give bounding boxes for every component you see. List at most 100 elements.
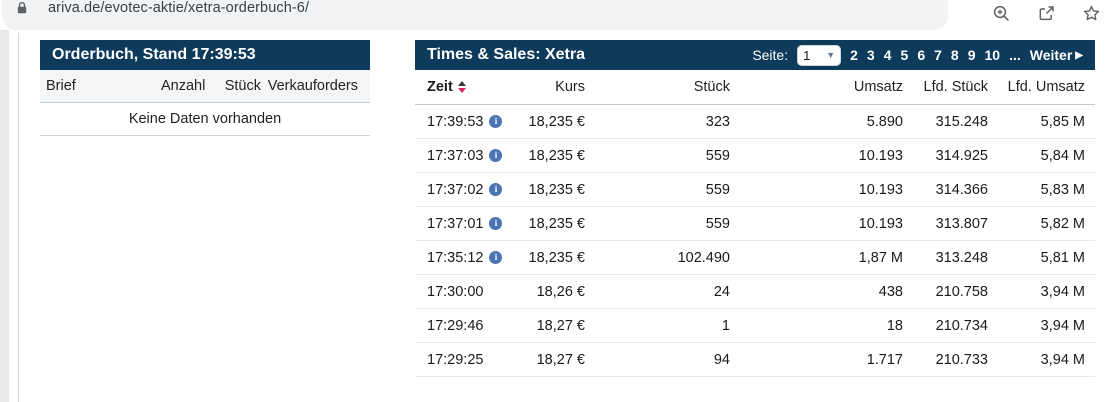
info-icon[interactable]: i — [489, 217, 503, 230]
running-volume: 315.248 — [935, 113, 988, 130]
trade-time-cell: 17:39:53 i — [427, 114, 518, 130]
trade-time-cell: 17:35:12 i — [427, 250, 518, 266]
col-anzahl: Anzahl — [161, 78, 206, 94]
trade-row: 17:29:46 18,27 € 1 18 210.734 3,94 M — [415, 309, 1095, 343]
trade-turnover: 10.193 — [858, 215, 903, 232]
col-kurs: Kurs — [555, 79, 585, 95]
trade-row: 17:39:53 i 18,235 € 323 5.890 315.248 5,85 M — [415, 105, 1095, 139]
share-icon[interactable] — [1037, 4, 1056, 23]
trade-price: 18,235 € — [528, 113, 585, 130]
trade-time: 17:39:53 — [427, 113, 484, 130]
running-turnover: 3,94 M — [1040, 351, 1085, 368]
trade-time: 17:35:12 — [427, 249, 484, 266]
trade-price: 18,235 € — [528, 181, 585, 198]
page-link-5[interactable]: 5 — [900, 47, 909, 63]
trade-time: 17:37:03 — [427, 147, 484, 164]
trade-volume: 559 — [705, 147, 730, 164]
trade-price: 18,235 € — [528, 215, 585, 232]
info-icon[interactable]: i — [489, 115, 503, 128]
trade-row: 17:37:02 i 18,235 € 559 10.193 314.366 5,83 M — [415, 173, 1095, 207]
pagination: Seite: 1 ▼ 2 3 4 5 6 7 8 9 10 ... Weiter ▶ — [752, 44, 1083, 66]
sort-icon — [457, 81, 466, 93]
next-arrow-icon: ▶ — [1075, 49, 1083, 61]
content-left-border — [18, 33, 19, 402]
col-brief: Brief — [46, 78, 76, 94]
running-volume: 210.733 — [935, 351, 988, 368]
info-icon[interactable]: i — [489, 149, 503, 162]
running-turnover: 5,85 M — [1040, 113, 1085, 130]
lock-icon — [17, 2, 27, 14]
info-icon[interactable]: i — [489, 251, 503, 264]
trade-row: 17:35:12 i 18,235 € 102.490 1,87 M 313.248 5,8… — [415, 241, 1095, 275]
bookmark-star-icon[interactable] — [1082, 4, 1101, 23]
orderbook-column-headers: Brief Anzahl Stück Verkauforders — [40, 70, 370, 103]
running-volume: 313.807 — [935, 215, 988, 232]
page-link-3[interactable]: 3 — [866, 47, 875, 63]
running-turnover: 3,94 M — [1040, 283, 1085, 300]
page-link-7[interactable]: 7 — [934, 47, 942, 63]
running-volume: 210.758 — [935, 283, 988, 300]
page-link-10[interactable]: 10 — [984, 47, 1001, 63]
trade-turnover: 10.193 — [858, 181, 903, 198]
trade-price: 18,27 € — [536, 317, 585, 334]
trade-time-cell: 17:37:02 i — [427, 182, 518, 198]
trade-row: 17:37:01 i 18,235 € 559 10.193 313.807 5,82 M — [415, 207, 1095, 241]
col-lfd-stueck: Lfd. Stück — [923, 79, 988, 95]
trade-row: 17:29:25 18,27 € 94 1.717 210.733 3,94 M — [415, 343, 1095, 377]
trade-turnover: 1,87 M — [858, 249, 903, 266]
trade-time-cell: 17:29:25 — [427, 352, 518, 368]
trade-turnover: 438 — [878, 283, 903, 300]
trade-time-cell: 17:29:46 — [427, 318, 518, 334]
running-volume: 313.248 — [935, 249, 988, 266]
trade-time-cell: 17:30:00 — [427, 284, 518, 300]
orderbook-header: Orderbuch, Stand 17:39:53 — [40, 40, 370, 70]
trade-turnover: 5.890 — [866, 113, 903, 130]
web-page: Orderbuch, Stand 17:39:53 Brief Anzahl S… — [0, 30, 1109, 402]
times-sales-title: Times & Sales: Xetra — [427, 46, 586, 63]
trade-volume: 94 — [713, 351, 730, 368]
trade-turnover: 10.193 — [858, 147, 903, 164]
address-bar[interactable]: ariva.de/evotec-aktie/xetra-orderbuch-6/ — [2, 0, 948, 30]
trade-volume: 1 — [721, 317, 730, 334]
trade-price: 18,26 € — [536, 283, 585, 300]
running-volume: 314.925 — [935, 147, 988, 164]
trade-price: 18,235 € — [528, 147, 585, 164]
zoom-in-icon[interactable] — [992, 4, 1011, 23]
browser-chrome: ariva.de/evotec-aktie/xetra-orderbuch-6/ — [0, 0, 1109, 30]
page-select[interactable]: 1 ▼ — [797, 44, 842, 66]
info-icon[interactable]: i — [489, 183, 503, 196]
page-link-4[interactable]: 4 — [883, 47, 892, 63]
pagination-pages: 2 3 4 5 6 7 8 9 10 — [850, 47, 1000, 63]
trade-volume: 559 — [705, 215, 730, 232]
page-link-6[interactable]: 6 — [917, 47, 926, 63]
page-link-9[interactable]: 9 — [967, 47, 976, 63]
running-turnover: 5,83 M — [1040, 181, 1085, 198]
col-zeit-sortable[interactable]: Zeit — [427, 79, 518, 95]
trade-volume: 24 — [713, 283, 730, 300]
col-stueck: Stück — [224, 78, 261, 94]
url-text: ariva.de/evotec-aktie/xetra-orderbuch-6/ — [48, 0, 310, 16]
page-select-value: 1 — [803, 47, 811, 63]
trade-price: 18,27 € — [536, 351, 585, 368]
next-page-link[interactable]: Weiter ▶ — [1030, 47, 1083, 63]
orderbook-empty-message: Keine Daten vorhanden — [40, 103, 370, 136]
trade-time: 17:29:25 — [427, 351, 484, 368]
trade-volume: 323 — [705, 113, 730, 130]
trade-volume: 559 — [705, 181, 730, 198]
page-label: Seite: — [752, 47, 789, 63]
page-link-2[interactable]: 2 — [850, 47, 858, 63]
next-page-label: Weiter — [1029, 47, 1073, 63]
trade-turnover: 1.717 — [866, 351, 903, 368]
trade-time-cell: 17:37:03 i — [427, 148, 518, 164]
trade-time-cell: 17:37:01 i — [427, 216, 518, 232]
running-turnover: 5,82 M — [1040, 215, 1085, 232]
trade-price: 18,235 € — [528, 249, 585, 266]
trade-time: 17:30:00 — [427, 283, 484, 300]
chevron-down-icon: ▼ — [826, 50, 836, 60]
trade-turnover: 18 — [886, 317, 903, 334]
page-link-8[interactable]: 8 — [950, 47, 959, 63]
pagination-ellipsis: ... — [1009, 47, 1021, 63]
col-lfd-umsatz: Lfd. Umsatz — [1007, 79, 1085, 95]
